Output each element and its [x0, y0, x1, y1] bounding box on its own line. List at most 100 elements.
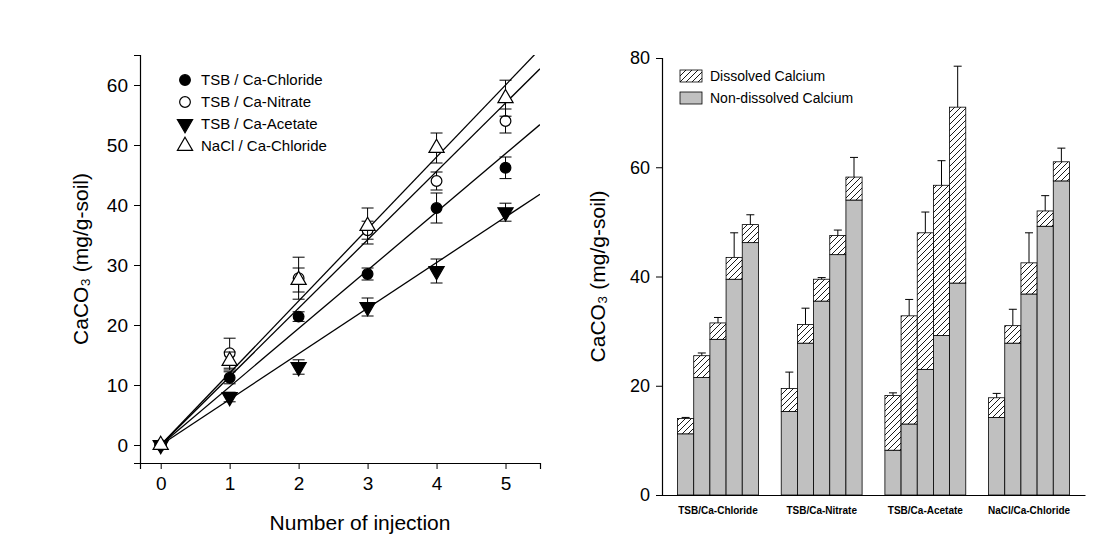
error-bar: [500, 157, 512, 179]
x-axis-tick: 1: [225, 463, 236, 494]
legend-swatch: [680, 70, 702, 82]
point: [293, 311, 304, 322]
bar: [742, 243, 758, 495]
y-axis-tick: 0: [640, 485, 662, 505]
bar: [989, 417, 1005, 495]
error-bar-stem: [734, 233, 735, 258]
bar: [726, 279, 742, 495]
error-bar-cap: [500, 157, 512, 158]
bar: [694, 356, 710, 378]
error-bar: [682, 417, 690, 418]
error-bar: [746, 215, 754, 225]
point: [153, 436, 168, 449]
error-bar-cap: [500, 133, 512, 134]
y-axis-tick-mark: [656, 277, 662, 278]
bar: [781, 388, 797, 411]
x-axis-tick: 5: [501, 463, 512, 494]
y-axis-tick-label: 60: [630, 158, 650, 178]
bar: [950, 283, 966, 495]
bar: [742, 225, 758, 243]
error-bar: [905, 299, 913, 315]
legend: Dissolved CalciumNon-dissolved Calcium: [680, 68, 853, 106]
x-axis-tick: NaCl/Ca-Chloride: [988, 495, 1071, 516]
right-chart: TSB/Ca-ChlorideTSB/Ca-NitrateTSB/Ca-Acet…: [586, 48, 1086, 516]
bar: [1053, 181, 1069, 495]
error-bar: [1041, 196, 1049, 211]
error-bar-stem: [957, 66, 958, 107]
y-axis-tick: 20: [630, 376, 662, 396]
point: [498, 89, 513, 102]
x-axis-tick: TSB/Ca-Acetate: [888, 495, 963, 516]
x-axis-tick: 3: [363, 463, 374, 494]
bar: [901, 424, 917, 495]
point: [291, 363, 306, 376]
bar: [830, 255, 846, 495]
y-axis-tick-label: 80: [630, 48, 650, 68]
y-axis-tick: 20: [107, 315, 140, 336]
legend-marker: [177, 137, 192, 150]
error-bar-cap: [293, 257, 305, 258]
error-bar: [938, 161, 946, 186]
error-bar: [834, 230, 842, 235]
y-axis-tick-mark: [656, 386, 662, 387]
bar: [814, 279, 830, 301]
bar: [933, 335, 949, 495]
y-axis-tick: 40: [107, 195, 140, 216]
y-axis-tick-mark: [134, 445, 140, 446]
error-bar-cap: [818, 277, 826, 278]
error-bar-cap: [1057, 148, 1065, 149]
error-bar-cap: [362, 244, 374, 245]
bar: [710, 323, 726, 339]
y-axis-tick: 50: [107, 135, 140, 156]
point: [431, 176, 442, 187]
bar: [797, 343, 813, 495]
x-axis: TSB/Ca-ChlorideTSB/Ca-NitrateTSB/Ca-Acet…: [663, 495, 1086, 516]
x-axis-tick-mark: [437, 463, 438, 469]
y-axis-tick-label: 20: [107, 315, 128, 336]
bar: [846, 200, 862, 495]
fit-line: [161, 69, 540, 445]
error-bar: [698, 353, 706, 356]
legend-label: TSB / Ca-Acetate: [201, 115, 318, 132]
x-axis-tick-mark: [230, 463, 231, 469]
y-axis-line: [134, 56, 141, 464]
error-bar-cap: [500, 203, 512, 204]
error-bar-stem: [1045, 196, 1046, 211]
error-bar-stem: [750, 215, 751, 225]
bar: [781, 411, 797, 495]
error-bar-cap: [500, 116, 512, 117]
error-bar-stem: [805, 308, 806, 324]
error-bar-cap: [431, 190, 443, 191]
legend-label: Non-dissolved Calcium: [710, 90, 853, 106]
error-bar: [431, 172, 443, 190]
error-bar-cap: [293, 299, 305, 300]
y-axis-tick-label: 40: [107, 195, 128, 216]
point: [429, 267, 444, 280]
y-axis: 020406080: [630, 48, 663, 505]
legend-marker: [177, 120, 192, 133]
bar: [797, 325, 813, 344]
bar: [814, 301, 830, 495]
error-bar-cap: [293, 292, 305, 293]
plot-area: [153, 55, 540, 454]
left-chart: 0123450102030405060Number of injectionCa…: [69, 49, 541, 534]
error-bar: [801, 308, 809, 324]
y-axis-tick-label: 10: [107, 375, 128, 396]
x-axis-tick-label: 4: [432, 473, 443, 494]
y-axis-tick-mark: [656, 167, 662, 168]
x-axis-tick-label: 2: [294, 473, 305, 494]
y-axis-tick-label: 60: [107, 75, 128, 96]
x-axis-line: [663, 495, 1086, 496]
bar: [830, 236, 846, 255]
point: [362, 269, 373, 280]
legend-label: NaCl / Ca-Chloride: [201, 137, 327, 154]
y-axis: 0102030405060: [107, 56, 141, 464]
error-bar-stem: [925, 212, 926, 233]
error-bar-cap: [431, 133, 443, 134]
error-bar: [730, 233, 738, 258]
error-bar-stem: [837, 230, 838, 235]
error-bar: [889, 393, 897, 396]
x-axis-tick-label: 5: [501, 473, 512, 494]
error-bar-cap: [993, 393, 1001, 394]
y-axis-title: CaCO₃ (mg/g-soil): [586, 191, 609, 363]
